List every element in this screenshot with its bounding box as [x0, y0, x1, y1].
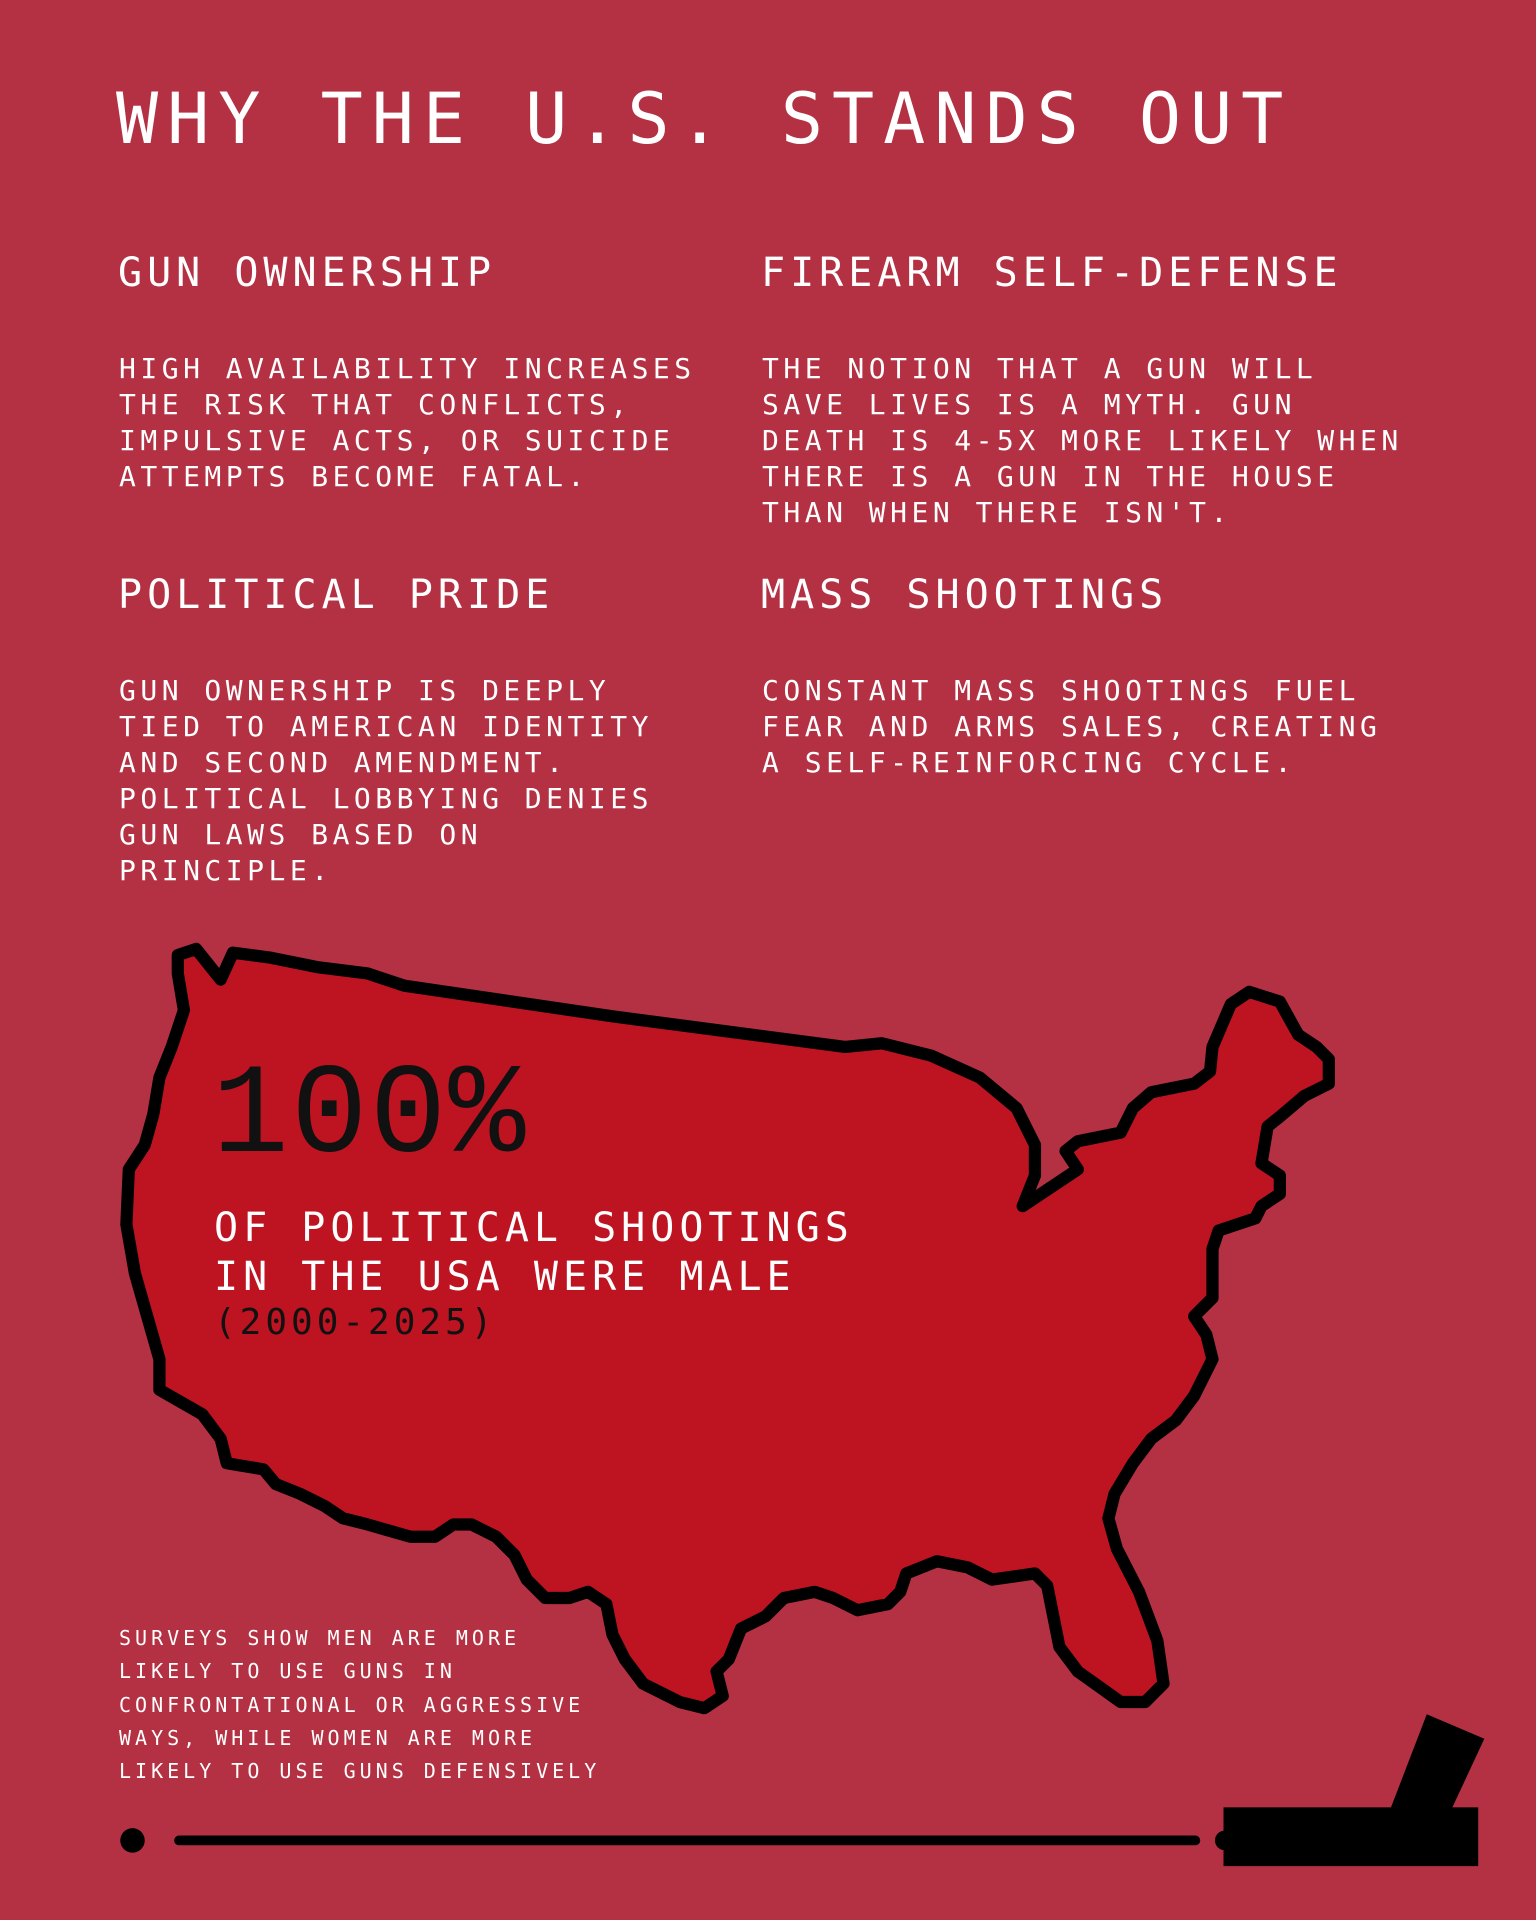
- page-title: WHY THE U.S. STANDS OUT: [116, 78, 1293, 160]
- usa-map-shape: [120, 942, 1335, 1715]
- heading-firearm-self-defense: FIREARM SELF-DEFENSE: [761, 250, 1343, 296]
- stat-line-2: IN THE USA WERE MALE: [214, 1254, 796, 1300]
- stat-period: (2000-2025): [214, 1302, 497, 1343]
- body-firearm-self-defense: THE NOTION THAT A GUN WILL SAVE LIVES IS…: [762, 352, 1403, 529]
- gun-icon: [1214, 1714, 1485, 1867]
- stat-value: 100%: [212, 1045, 528, 1190]
- heading-political-pride: POLITICAL PRIDE: [118, 572, 555, 618]
- body-gun-ownership: HIGH AVAILABILITY INCREASES THE RISK THA…: [119, 352, 696, 493]
- stat-description: OF POLITICAL SHOOTINGS IN THE USA WERE M…: [214, 1204, 854, 1302]
- survey-note: SURVEYS SHOW MEN ARE MORE LIKELY TO USE …: [119, 1626, 601, 1784]
- bullet-start-dot: [120, 1828, 145, 1853]
- heading-gun-ownership: GUN OWNERSHIP: [118, 250, 497, 296]
- heading-mass-shootings: MASS SHOOTINGS: [761, 572, 1169, 618]
- stat-line-1: OF POLITICAL SHOOTINGS: [214, 1205, 854, 1251]
- body-political-pride: GUN OWNERSHIP IS DEEPLY TIED TO AMERICAN…: [119, 674, 653, 887]
- body-mass-shootings: CONSTANT MASS SHOOTINGS FUEL FEAR AND AR…: [762, 674, 1382, 779]
